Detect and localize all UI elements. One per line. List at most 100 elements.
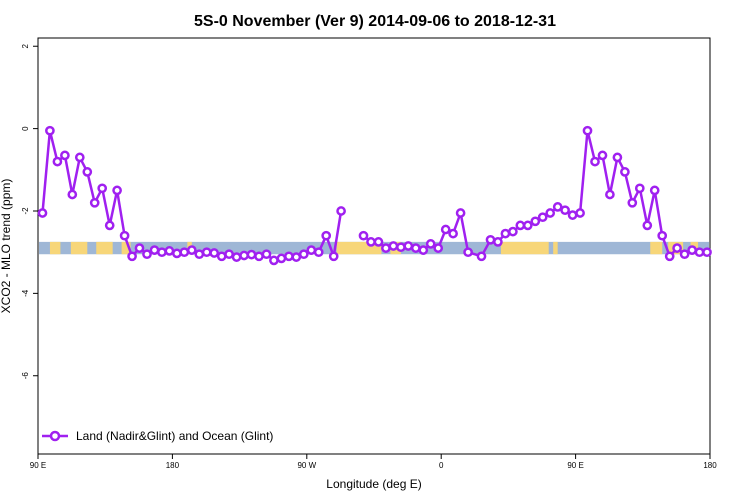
data-point xyxy=(612,152,623,163)
data-point xyxy=(276,253,287,264)
data-point xyxy=(537,212,548,223)
legend: Land (Nadir&Glint) and Ocean (Glint) xyxy=(42,429,273,443)
series-layer xyxy=(37,125,712,266)
data-point xyxy=(45,125,55,136)
data-point xyxy=(448,228,458,239)
data-point xyxy=(522,220,533,231)
y-axis: 2 0 -2 -4 -6 xyxy=(21,43,38,379)
data-point xyxy=(74,152,85,163)
data-point xyxy=(403,241,414,251)
x-tick-label: 90 E xyxy=(30,461,46,470)
data-point xyxy=(605,189,615,200)
data-point xyxy=(485,234,496,245)
data-point xyxy=(560,205,570,216)
data-point xyxy=(515,220,526,231)
data-point xyxy=(634,183,645,194)
data-point xyxy=(493,237,503,247)
data-point xyxy=(119,230,130,241)
data-point xyxy=(298,249,309,260)
legend-marker xyxy=(49,430,61,442)
data-point xyxy=(567,210,578,220)
y-tick-label: 2 xyxy=(21,43,30,48)
data-point xyxy=(530,216,541,227)
x-tick-label: 180 xyxy=(166,461,180,470)
data-point xyxy=(52,156,63,167)
data-point xyxy=(254,251,264,262)
data-point xyxy=(112,185,122,196)
land-segment xyxy=(70,241,88,255)
data-point xyxy=(687,245,697,255)
data-point xyxy=(194,249,205,260)
data-point xyxy=(60,150,70,161)
data-point xyxy=(425,239,436,249)
data-point xyxy=(186,245,197,255)
data-point xyxy=(358,230,369,241)
data-point xyxy=(702,247,712,258)
land-segment xyxy=(121,241,131,255)
data-point xyxy=(328,251,339,262)
data-point xyxy=(157,247,167,258)
data-point xyxy=(590,156,600,167)
data-point xyxy=(500,228,511,239)
data-point xyxy=(396,242,406,253)
data-point xyxy=(433,243,444,253)
land-segment xyxy=(49,241,61,255)
data-point xyxy=(620,167,630,177)
data-point xyxy=(672,243,682,253)
data-point xyxy=(134,243,145,253)
y-tick-label: -4 xyxy=(21,289,30,297)
data-point xyxy=(142,249,152,260)
data-point xyxy=(216,251,227,262)
data-point xyxy=(67,189,78,200)
data-point xyxy=(269,255,279,266)
data-point xyxy=(231,252,242,262)
data-point xyxy=(582,125,593,136)
data-point xyxy=(321,230,332,241)
data-point xyxy=(164,246,175,256)
data-point xyxy=(179,247,190,258)
data-point xyxy=(508,226,518,237)
data-point xyxy=(104,220,115,231)
data-point xyxy=(284,251,294,262)
data-point xyxy=(597,150,608,161)
data-point xyxy=(657,230,668,241)
data-point xyxy=(410,243,421,253)
data-point xyxy=(201,247,212,258)
data-point xyxy=(388,241,399,251)
data-point xyxy=(381,243,391,253)
data-point xyxy=(336,206,346,216)
chart-title: 5S-0 November (Ver 9) 2014-09-06 to 2018… xyxy=(194,13,556,30)
y-tick-label: -6 xyxy=(21,372,30,380)
data-point xyxy=(224,249,234,260)
data-point xyxy=(246,249,257,260)
data-point xyxy=(149,245,160,255)
plot-frame xyxy=(37,37,711,455)
data-point xyxy=(37,208,48,218)
y-tick-label: 0 xyxy=(21,126,30,131)
data-point xyxy=(455,208,466,218)
data-point xyxy=(239,250,249,261)
data-point xyxy=(575,208,585,218)
y-tick-label: -2 xyxy=(21,207,30,215)
data-point xyxy=(261,249,272,260)
land-segment xyxy=(650,241,663,255)
legend-label: Land (Nadir&Glint) and Ocean (Glint) xyxy=(76,429,273,443)
data-point xyxy=(418,245,429,255)
data-point xyxy=(373,237,384,247)
x-tick-label: 0 xyxy=(439,461,444,470)
data-point xyxy=(694,247,705,258)
data-point xyxy=(463,247,473,258)
data-point xyxy=(89,197,100,208)
x-tick-label: 90 W xyxy=(297,461,316,470)
land-segment xyxy=(500,241,549,255)
data-point xyxy=(440,224,451,235)
data-point xyxy=(306,245,317,255)
x-axis: 90 E 180 90 W 0 90 E 180 xyxy=(30,454,717,470)
data-point xyxy=(97,183,108,194)
data-point xyxy=(209,248,220,258)
x-tick-label: 180 xyxy=(703,461,717,470)
data-point xyxy=(313,247,324,258)
y-axis-label: XCO2 - MLO trend (ppm) xyxy=(0,179,13,314)
data-point xyxy=(627,197,638,208)
